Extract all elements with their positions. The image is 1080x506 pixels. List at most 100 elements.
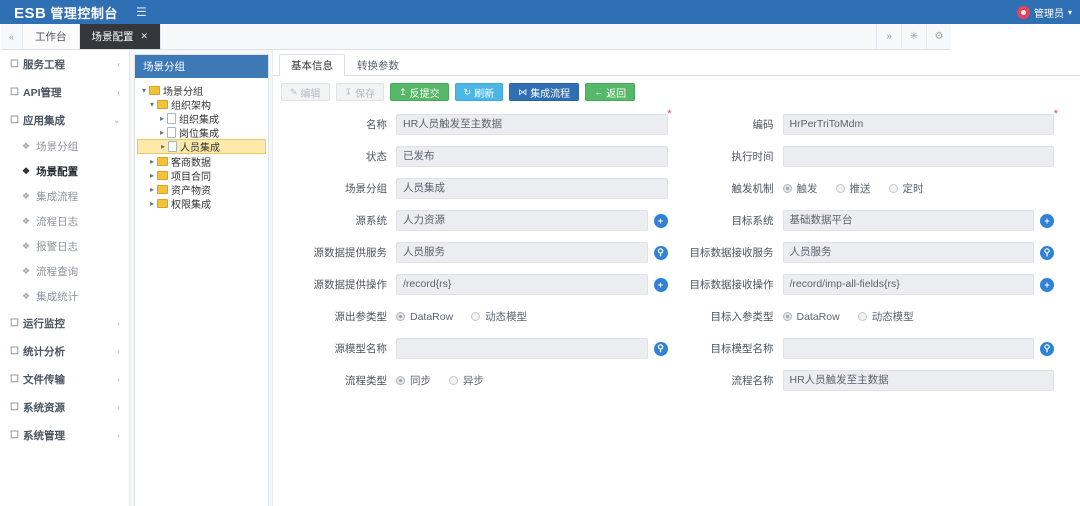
flow-type-option-1[interactable]: 异步 bbox=[449, 373, 484, 388]
target-model-name-input[interactable] bbox=[782, 338, 1034, 359]
tree-toggle-icon[interactable]: ▸ bbox=[160, 142, 165, 151]
target-in-type-option-1[interactable]: 动态模型 bbox=[857, 309, 914, 324]
toolbar-button-4[interactable]: ⋈ 集成流程 bbox=[509, 83, 580, 101]
search-icon[interactable]: ⚲ bbox=[653, 341, 668, 356]
right-field2-0-row: 目标系统 基础数据平台 + bbox=[668, 209, 1054, 232]
tree-node[interactable]: ▸ 资产物资 bbox=[137, 182, 266, 197]
folder-icon bbox=[157, 184, 168, 194]
search-icon[interactable]: ⚲ bbox=[653, 245, 668, 260]
sidebar-bottom-item-3[interactable]: ☐ 系统资源 ‹ bbox=[0, 393, 129, 421]
sidebar-item-2[interactable]: ☐ 应用集成 ⌄ bbox=[0, 106, 129, 134]
trigger-mechanism-option-2[interactable]: 定时 bbox=[888, 181, 924, 196]
sidebar-item-1[interactable]: ☐ API管理 ‹ bbox=[0, 78, 129, 106]
right-field2-2-input[interactable]: /record/imp-all-fields{rs} bbox=[782, 274, 1034, 295]
chevron-icon[interactable]: ‹ bbox=[117, 430, 120, 440]
tree-node[interactable]: ▸ 项目合同 bbox=[137, 168, 266, 183]
tree-toggle-icon[interactable]: ▸ bbox=[159, 127, 164, 137]
tree-node[interactable]: ▾ 组织架构 bbox=[137, 97, 266, 112]
plus-icon[interactable]: + bbox=[653, 277, 668, 292]
page-tab-1[interactable]: 场景配置 ✕ bbox=[79, 24, 162, 49]
avatar[interactable] bbox=[1016, 5, 1030, 19]
tree-node[interactable]: ▾ 场景分组 bbox=[137, 83, 266, 98]
tree-node[interactable]: ▸ 客商数据 bbox=[137, 154, 266, 169]
right-field-1-input[interactable] bbox=[782, 146, 1054, 167]
plus-icon[interactable]: + bbox=[653, 213, 668, 228]
left-field-4-input[interactable]: 人员服务 bbox=[396, 242, 648, 263]
sidebar-item-0[interactable]: ☐ 服务工程 ‹ bbox=[0, 50, 129, 78]
sidebar-subitem-3[interactable]: ❖ 流程日志 bbox=[0, 209, 129, 234]
sidebar-subitem-5[interactable]: ❖ 流程查询 bbox=[0, 259, 129, 284]
flow-name-input[interactable]: HR人员触发至主数据 bbox=[782, 370, 1054, 391]
toolbar-button-5[interactable]: ← 返回 bbox=[585, 83, 636, 101]
next-tabs-icon[interactable]: » bbox=[876, 24, 901, 49]
sidebar-bottom-item-2[interactable]: ☐ 文件传输 ‹ bbox=[0, 365, 129, 393]
chevron-down-icon[interactable]: ▾ bbox=[1067, 7, 1072, 17]
chevron-icon[interactable]: ‹ bbox=[117, 346, 120, 356]
sidebar-subitem-0[interactable]: ❖ 场景分组 bbox=[0, 134, 129, 159]
tree-toggle-icon[interactable]: ▾ bbox=[149, 99, 154, 109]
search-icon[interactable]: ⚲ bbox=[1040, 245, 1054, 260]
chevron-icon[interactable]: ‹ bbox=[117, 374, 120, 384]
close-icon[interactable]: ✕ bbox=[140, 31, 149, 41]
right-field2-1-input[interactable]: 人员服务 bbox=[782, 242, 1034, 263]
hamburger-icon[interactable]: ☰ bbox=[136, 5, 147, 19]
page-tab-0[interactable]: 工作台 bbox=[23, 24, 80, 49]
button-icon: ⋈ bbox=[518, 86, 528, 97]
settings-icon[interactable]: ⚙ bbox=[926, 24, 951, 49]
trigger-mechanism-option-1[interactable]: 推送 bbox=[835, 181, 871, 196]
left-field-0-input[interactable]: HR人员触发至主数据 bbox=[396, 114, 668, 135]
trigger-mechanism-label: 触发机制 bbox=[731, 183, 774, 195]
trigger-mechanism-option-0[interactable]: 触发 bbox=[782, 181, 818, 196]
sidebar-subitem-1[interactable]: ❖ 场景配置 bbox=[0, 159, 129, 184]
toolbar-button-2[interactable]: ↥ 反提交 bbox=[390, 83, 449, 101]
plus-icon[interactable]: + bbox=[1040, 213, 1054, 228]
search-icon[interactable]: ⚲ bbox=[1040, 341, 1054, 356]
tree-toggle-icon[interactable]: ▾ bbox=[141, 85, 146, 95]
sidebar-bottom-item-1[interactable]: ☐ 统计分析 ‹ bbox=[0, 337, 129, 365]
sidebar-item-label: API管理 bbox=[23, 86, 62, 99]
right-field2-0-input[interactable]: 基础数据平台 bbox=[782, 210, 1034, 231]
left-field-5-input[interactable]: /record{rs} bbox=[396, 274, 648, 295]
tree-node[interactable]: ▸ 人员集成 bbox=[137, 139, 266, 154]
tree-column: 场景分组 ▾ 场景分组 ▾ 组织架构 ▸ 组织集成 ▸ 岗位集成 ▸ 人员集成 ▸ 客商数据 ▸ 项目合同… bbox=[130, 24, 272, 506]
toolbar-button-label: 集成流程 bbox=[530, 88, 571, 100]
source-model-name-input[interactable] bbox=[396, 338, 648, 359]
tree-toggle-icon[interactable]: ▸ bbox=[149, 156, 154, 166]
chevron-icon[interactable]: ‹ bbox=[117, 87, 120, 97]
tree-node[interactable]: ▸ 权限集成 bbox=[137, 196, 266, 211]
chevron-icon[interactable]: ‹ bbox=[117, 402, 120, 412]
tree-toggle-icon[interactable]: ▸ bbox=[149, 170, 154, 180]
sidebar-subitem-label: 流程日志 bbox=[36, 216, 79, 228]
sidebar-bottom-item-label: 统计分析 bbox=[23, 345, 65, 358]
sidebar-bottom-item-0[interactable]: ☐ 运行监控 ‹ bbox=[0, 309, 129, 337]
sidebar-bottom-item-4[interactable]: ☐ 系统管理 ‹ bbox=[0, 421, 129, 449]
tree-node[interactable]: ▸ 岗位集成 bbox=[137, 125, 266, 140]
inner-tab-0[interactable]: 基本信息 bbox=[279, 54, 345, 76]
left-field-1-input[interactable]: 已发布 bbox=[396, 146, 668, 167]
toolbar-button-3[interactable]: ↻ 刷新 bbox=[454, 83, 504, 101]
sidebar-bottom-item-label: 系统管理 bbox=[23, 429, 65, 442]
sidebar-subitem-4[interactable]: ❖ 报警日志 bbox=[0, 234, 129, 259]
folder-icon: ☐ bbox=[10, 114, 19, 126]
sidebar-subitem-6[interactable]: ❖ 集成统计 bbox=[0, 284, 129, 309]
right-field-0-input[interactable]: HrPerTriToMdm bbox=[782, 114, 1054, 135]
tree-toggle-icon[interactable]: ▸ bbox=[159, 113, 164, 123]
left-field-3-input[interactable]: 人力资源 bbox=[396, 210, 648, 231]
tree-node[interactable]: ▸ 组织集成 bbox=[137, 111, 266, 126]
left-field-2-input[interactable]: 人员集成 bbox=[396, 178, 668, 199]
source-out-type-option-0[interactable]: DataRow bbox=[396, 311, 453, 323]
tree-toggle-icon[interactable]: ▸ bbox=[149, 198, 154, 208]
close-all-icon[interactable]: ✳ bbox=[901, 24, 926, 49]
target-in-type-option-0[interactable]: DataRow bbox=[782, 311, 840, 323]
source-out-type-option-1[interactable]: 动态模型 bbox=[471, 309, 527, 324]
chevron-icon[interactable]: ‹ bbox=[117, 59, 120, 69]
sidebar-subitem-2[interactable]: ❖ 集成流程 bbox=[0, 184, 129, 209]
plus-icon[interactable]: + bbox=[1040, 277, 1054, 292]
chevron-icon[interactable]: ⌄ bbox=[113, 115, 120, 125]
chevron-icon[interactable]: ‹ bbox=[117, 318, 120, 328]
inner-tab-1[interactable]: 转换参数 bbox=[357, 60, 399, 72]
tree-toggle-icon[interactable]: ▸ bbox=[149, 184, 154, 194]
tree-node-label: 人员集成 bbox=[180, 143, 220, 154]
prev-tabs-icon[interactable]: « bbox=[1, 24, 23, 49]
flow-type-option-0[interactable]: 同步 bbox=[396, 373, 431, 388]
